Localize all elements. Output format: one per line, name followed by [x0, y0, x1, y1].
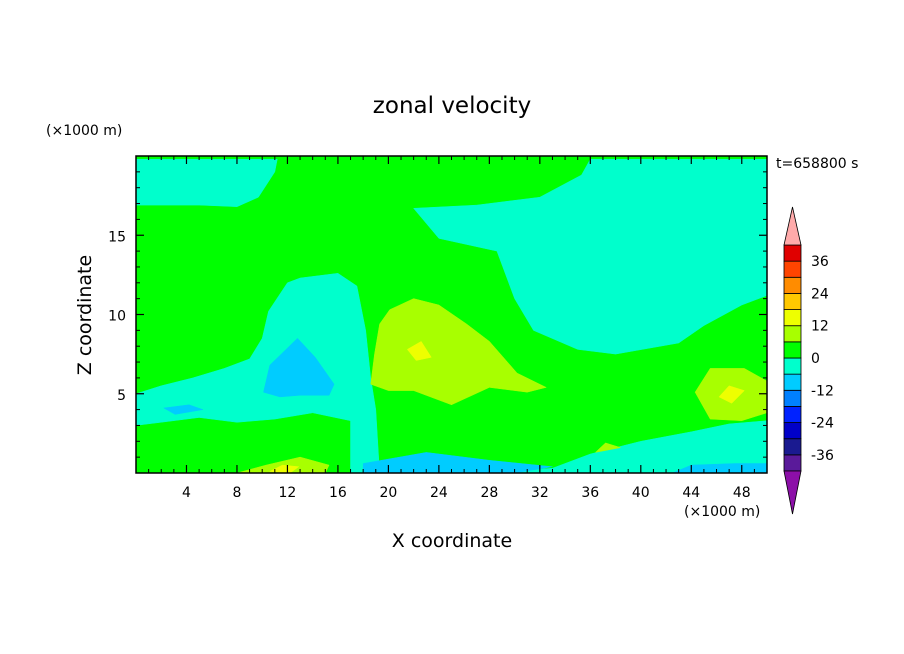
chart-title: zonal velocity — [373, 93, 531, 119]
colorbar-tick-label: -24 — [811, 416, 834, 432]
colorbar-band — [783, 422, 802, 440]
colorbar-under-triangle — [783, 470, 802, 515]
x-axis: 4 8 12 16 20 24 28 32 36 40 44 48 — [148, 156, 755, 501]
colorbar: -36 -24 -12 0 12 24 36 — [783, 206, 834, 515]
contour-regions — [136, 158, 767, 473]
y-axis: 5 10 15 — [108, 171, 767, 458]
y-tick-label: 10 — [108, 309, 126, 325]
colorbar-tick-label: -36 — [811, 448, 834, 464]
y-tick-label: 15 — [108, 229, 126, 245]
contour-region--6-1 — [413, 158, 767, 355]
x-axis-label: X coordinate — [392, 530, 512, 552]
contour-region--6-2 — [136, 273, 380, 473]
colorbar-band — [783, 454, 802, 472]
y-unit-label: (×1000 m) — [46, 123, 122, 139]
contour-region--12-1 — [163, 404, 203, 415]
colorbar-band — [783, 325, 802, 343]
x-tick-label: 24 — [430, 485, 448, 501]
x-tick-label: 4 — [182, 485, 191, 501]
contour-region--12-0 — [263, 337, 335, 398]
x-unit-label: (×1000 m) — [684, 504, 760, 520]
x-tick-label: 28 — [480, 485, 498, 501]
colorbar-band — [783, 406, 802, 423]
colorbar-tick-label: 0 — [811, 351, 820, 367]
x-tick-label: 16 — [329, 485, 347, 501]
x-tick-label: 48 — [733, 485, 751, 501]
colorbar-band — [783, 293, 802, 310]
colorbar-band — [783, 373, 802, 391]
contour-region--12-3 — [672, 463, 767, 473]
x-tick-label: 20 — [379, 485, 397, 501]
colorbar-band — [783, 260, 802, 278]
contour-region-12-0 — [406, 341, 432, 361]
colorbar-over-triangle — [783, 206, 802, 246]
colorbar-band — [783, 341, 802, 359]
y-axis-label: Z coordinate — [74, 255, 96, 375]
contour-region-6-3 — [594, 442, 621, 453]
x-tick-label: 40 — [632, 485, 650, 501]
x-tick-label: 12 — [279, 485, 297, 501]
colorbar-tick-label: 12 — [811, 319, 829, 335]
colorbar-band — [783, 309, 802, 327]
colorbar-band — [783, 357, 802, 375]
colorbar-tick-label: -12 — [811, 383, 834, 399]
y-tick-label: 5 — [117, 388, 126, 404]
colorbar-band — [783, 276, 802, 294]
x-tick-label: 36 — [581, 485, 599, 501]
colorbar-band — [783, 438, 802, 456]
x-tick-label: 44 — [682, 485, 700, 501]
contour-region--12-2 — [362, 452, 553, 473]
colorbar-band — [783, 244, 802, 262]
contour-region-12-1 — [718, 385, 745, 404]
x-tick-label: 8 — [232, 485, 241, 501]
colorbar-tick-label: 24 — [811, 286, 829, 302]
colorbar-band — [783, 389, 802, 407]
x-tick-label: 32 — [531, 485, 549, 501]
time-label: t=658800 s — [776, 156, 858, 172]
contour-region--6-0 — [136, 158, 278, 207]
contour-region-6-0 — [370, 298, 547, 406]
colorbar-tick-label: 36 — [811, 254, 829, 270]
